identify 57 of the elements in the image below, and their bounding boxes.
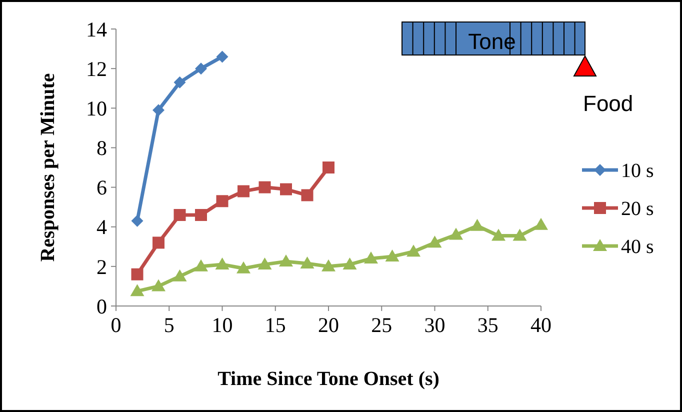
x-tick-label: 10	[212, 313, 233, 337]
point	[194, 259, 208, 272]
point	[300, 256, 314, 268]
x-tick-label: 25	[371, 313, 392, 337]
point	[215, 257, 230, 270]
x-tick-label: 20	[318, 313, 339, 337]
point	[195, 208, 207, 221]
point	[428, 236, 442, 248]
legend-label: 10 s	[621, 160, 654, 182]
point	[131, 268, 144, 280]
legend-label: 20 s	[621, 198, 654, 220]
y-tick-label: 0	[96, 294, 107, 318]
y-tick-label: 2	[96, 254, 107, 279]
point	[216, 50, 228, 63]
point	[322, 259, 336, 272]
point	[258, 257, 272, 270]
point	[152, 279, 166, 292]
y-tick-label: 14	[86, 17, 108, 42]
x-tick-label: 30	[424, 313, 446, 337]
x-tick-label: 40	[530, 313, 552, 337]
point	[342, 257, 357, 270]
text: Food	[583, 91, 634, 116]
point	[470, 218, 484, 231]
point	[534, 218, 548, 230]
y-tick-label: 8	[96, 136, 107, 160]
point	[385, 250, 400, 262]
point	[280, 183, 292, 196]
point	[195, 62, 207, 75]
point	[131, 214, 144, 227]
point	[406, 244, 420, 257]
x-axis-title: Time Since Tone Onset (s)	[218, 368, 440, 390]
point	[152, 104, 164, 116]
point	[492, 228, 506, 241]
point	[258, 181, 271, 194]
point	[172, 269, 187, 282]
point	[512, 228, 527, 241]
y-tick-label: 12	[86, 56, 107, 81]
point	[174, 208, 186, 221]
point	[238, 185, 250, 198]
point	[130, 284, 144, 296]
point	[174, 76, 186, 88]
x-tick-label: 15	[264, 313, 286, 337]
point	[449, 228, 463, 240]
point	[301, 189, 314, 202]
y-axis-title: Responses per Minute	[37, 73, 59, 262]
point	[364, 252, 378, 264]
y-tick-label: 6	[96, 176, 107, 200]
point	[152, 236, 164, 249]
x-tick-label: 5	[164, 313, 174, 337]
point	[322, 162, 334, 174]
point	[279, 254, 293, 266]
x-tick-label: 35	[477, 313, 498, 337]
legend-label: 40 s	[621, 236, 654, 258]
y-tick-label: 4	[96, 215, 108, 240]
y-tick-label: 10	[86, 96, 107, 120]
point	[236, 261, 250, 274]
point	[216, 195, 228, 208]
